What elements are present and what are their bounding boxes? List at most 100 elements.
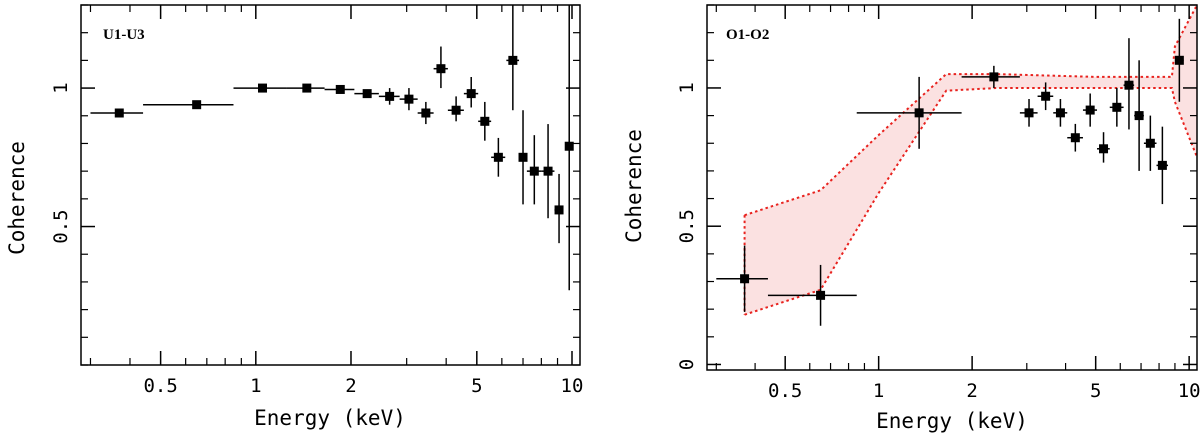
x-tick-label: 10 — [561, 375, 584, 397]
point-marker — [362, 89, 372, 99]
point-marker — [1112, 102, 1122, 112]
data-point — [90, 108, 144, 118]
data-point — [286, 83, 325, 93]
x-tick-label: 5 — [471, 375, 482, 397]
y-axis-title: Coherence — [5, 141, 29, 255]
x-axis-title: Energy (keV) — [254, 406, 406, 430]
data-point — [506, 5, 520, 111]
point-marker — [989, 72, 999, 82]
data-point — [564, 5, 574, 291]
point-marker — [302, 83, 312, 93]
point-marker — [1157, 160, 1167, 170]
y-tick-label: 0 — [676, 359, 698, 370]
data-point — [143, 100, 234, 110]
y-tick-label: 0.5 — [50, 209, 72, 243]
x-tick-label: 0.5 — [768, 380, 802, 402]
point-marker — [1099, 144, 1109, 154]
data-point — [526, 135, 542, 205]
x-tick-label: 1 — [250, 375, 261, 397]
point-marker — [554, 205, 564, 215]
panel-label: U1-U3 — [103, 27, 145, 43]
data-point — [1019, 99, 1038, 127]
point-marker — [451, 105, 461, 115]
band-lower-edge — [744, 87, 1198, 316]
data-point — [1134, 60, 1144, 171]
point-marker — [493, 152, 503, 162]
data-point — [478, 101, 492, 141]
data-point — [856, 76, 962, 149]
point-marker — [914, 108, 924, 118]
point-marker — [1174, 55, 1184, 65]
point-marker — [740, 274, 750, 284]
data-point — [518, 110, 528, 205]
point-marker — [1085, 105, 1095, 115]
data-point — [554, 173, 564, 244]
data-point — [433, 46, 448, 89]
plot-frame — [706, 4, 1198, 371]
point-marker — [404, 94, 414, 104]
data-point — [767, 264, 857, 326]
y-tick-label: 1 — [676, 82, 698, 93]
point-marker — [1055, 108, 1065, 118]
data-point — [1143, 115, 1157, 171]
point-marker — [508, 55, 518, 65]
data-point — [233, 83, 287, 93]
point-marker — [529, 166, 539, 176]
data-point — [1109, 87, 1124, 127]
data-point — [716, 245, 768, 312]
x-tick-label: 1 — [873, 380, 884, 402]
point-marker — [1024, 108, 1034, 118]
data-point — [324, 84, 355, 94]
y-axis-title: Coherence — [622, 129, 646, 243]
y-tick-label: 1 — [50, 82, 72, 93]
data-point — [491, 137, 506, 177]
data-point — [463, 77, 479, 108]
point-marker — [436, 64, 446, 74]
point-marker — [385, 91, 395, 101]
data-point — [1037, 82, 1054, 111]
data-point — [354, 89, 379, 99]
plot-frame — [80, 4, 581, 366]
point-marker — [1041, 91, 1051, 101]
data-point — [961, 65, 1020, 88]
confidence-band-fill — [744, 5, 1197, 315]
data-point — [1053, 99, 1068, 127]
data-point — [1156, 126, 1169, 205]
x-tick-label: 2 — [966, 380, 977, 402]
data-point — [399, 88, 418, 111]
data-point — [447, 96, 464, 122]
point-marker — [421, 108, 431, 118]
point-marker — [1145, 138, 1155, 148]
point-marker — [543, 166, 553, 176]
x-tick-label: 10 — [1178, 380, 1200, 402]
point-marker — [192, 100, 202, 110]
point-marker — [1124, 80, 1134, 90]
point-marker — [114, 108, 124, 118]
data-point — [378, 88, 400, 105]
data-point — [417, 101, 434, 125]
point-marker — [1070, 133, 1080, 143]
coherence-panel-left: 0.5 1 2 5 10 0.5 1 U1-U3 Energy (keV) Coherenc… — [5, 4, 584, 430]
panel-label: O1-O2 — [726, 27, 769, 43]
data-point — [541, 124, 555, 219]
y-tick-label: 0.5 — [676, 209, 698, 243]
data-point — [1097, 132, 1110, 163]
point-marker — [1134, 111, 1144, 121]
point-marker — [564, 141, 574, 151]
point-marker — [518, 152, 528, 162]
point-marker — [480, 116, 490, 126]
x-axis-title: Energy (keV) — [876, 409, 1028, 433]
x-tick-label: 0.5 — [143, 375, 177, 397]
data-point — [1174, 18, 1184, 102]
point-marker — [816, 290, 826, 300]
point-marker — [466, 89, 476, 99]
data-point — [1123, 38, 1135, 130]
x-tick-label: 5 — [1090, 380, 1101, 402]
x-tick-label: 2 — [345, 375, 356, 397]
band-upper-edge — [744, 4, 1198, 217]
point-marker — [258, 83, 268, 93]
point-marker — [335, 84, 345, 94]
data-point — [1082, 93, 1098, 127]
data-point — [1067, 123, 1083, 152]
